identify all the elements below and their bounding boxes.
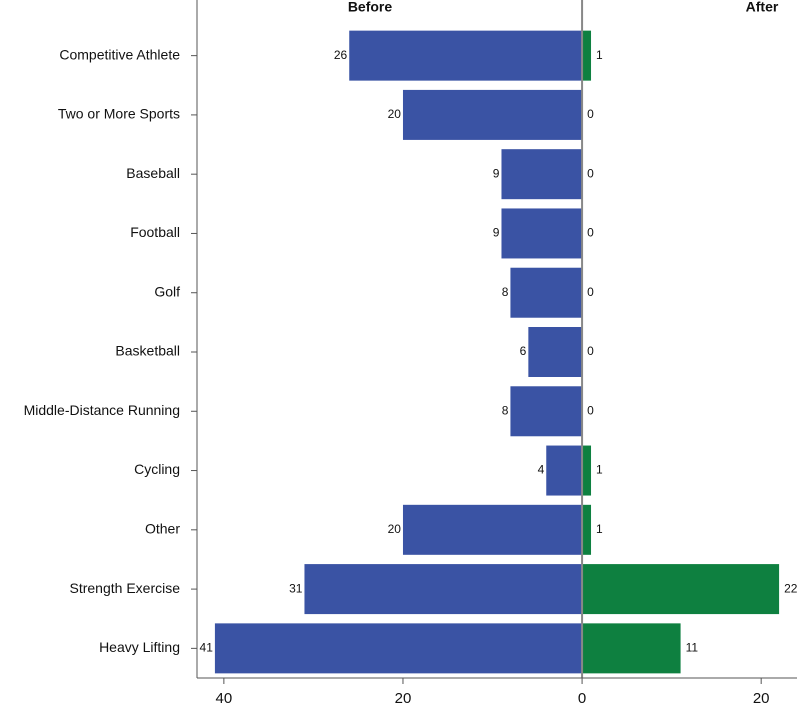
bar [349,30,583,81]
bar [304,564,583,615]
value-label: 0 [587,107,594,121]
bar [582,504,592,555]
bar [214,623,583,674]
bar [510,267,583,318]
category-label: Middle-Distance Running [24,402,180,418]
category-label: Strength Exercise [70,580,181,596]
x-tick-label: 20 [753,690,770,707]
value-label: 8 [502,403,509,417]
category-label: Basketball [115,343,180,359]
bar [582,30,592,81]
category-label: Competitive Athlete [59,46,180,62]
value-label: 0 [587,285,594,299]
value-label: 22 [784,581,798,595]
bar [582,564,780,615]
value-label: 11 [686,641,699,655]
bar [546,445,583,496]
x-tick-label: 0 [578,690,586,707]
bar [582,623,681,674]
bar [510,386,583,437]
value-label: 6 [520,344,527,358]
value-label: 0 [587,166,594,180]
value-label: 9 [493,226,500,240]
bar [528,327,583,377]
value-label: 20 [388,107,402,121]
category-label: Football [130,224,180,240]
category-label: Cycling [134,461,180,477]
series-header: Before [348,0,393,15]
bar [501,149,583,200]
value-label: 26 [334,48,348,62]
value-label: 4 [538,463,545,477]
category-label: Golf [154,283,180,299]
bar [501,208,583,259]
bar [582,445,592,496]
bar [402,504,583,555]
value-label: 0 [587,226,594,240]
category-label: Heavy Lifting [99,639,180,655]
value-label: 1 [596,48,603,62]
category-label: Two or More Sports [58,106,180,122]
series-header: After [746,0,779,15]
value-label: 0 [587,403,594,417]
value-label: 20 [388,522,402,536]
value-label: 9 [493,166,500,180]
category-label: Other [145,521,180,537]
value-label: 31 [289,581,303,595]
value-label: 41 [200,641,214,655]
category-label: Baseball [126,165,180,181]
value-label: 0 [587,344,594,358]
value-label: 8 [502,285,509,299]
x-tick-label: 40 [216,690,233,707]
x-tick-label: 20 [395,690,412,707]
value-label: 1 [596,522,603,536]
bar [402,89,583,140]
value-label: 1 [596,463,603,477]
